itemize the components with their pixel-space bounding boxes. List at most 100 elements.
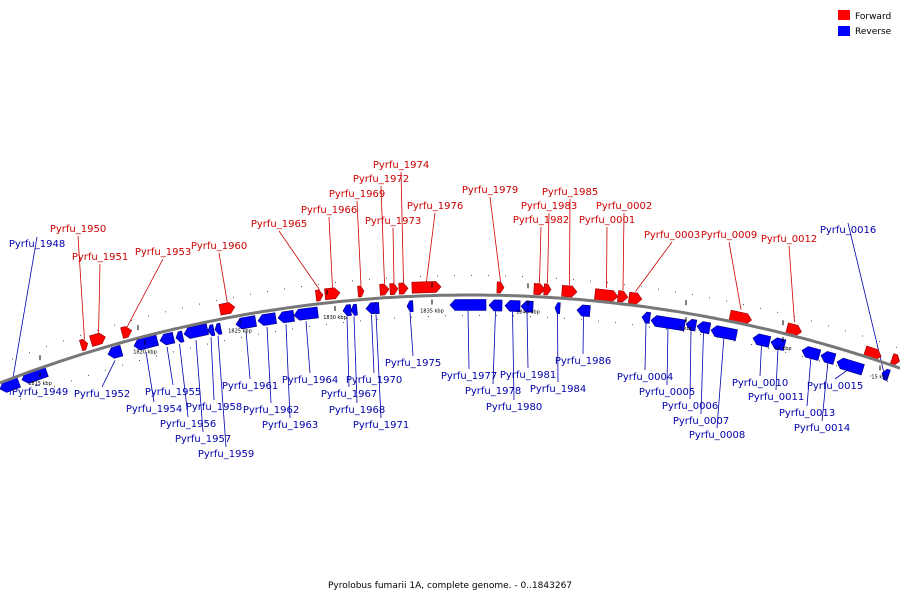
gene-leader bbox=[806, 356, 812, 407]
gene-label: Pyrfu_1971 bbox=[353, 420, 409, 431]
gene-arrow-shape bbox=[78, 338, 89, 352]
legend-reverse-swatch bbox=[838, 26, 850, 36]
gene-label: Pyrfu_0001 bbox=[579, 215, 635, 226]
strand-dot bbox=[63, 340, 64, 342]
gene-arrow-shape bbox=[379, 283, 390, 296]
gene-arrow-shape bbox=[235, 315, 257, 330]
strand-dot bbox=[590, 280, 591, 282]
gene-label: Pyrfu_1970 bbox=[346, 375, 402, 386]
strand-dot bbox=[496, 315, 497, 317]
strand-dot bbox=[139, 360, 140, 361]
gene-arrow-shape bbox=[372, 302, 380, 314]
gene-label: Pyrfu_1950 bbox=[50, 224, 106, 235]
gene-leader bbox=[547, 212, 550, 284]
gene-label: Pyrfu_0007 bbox=[673, 416, 729, 427]
gene-label: Pyrfu_1983 bbox=[521, 201, 577, 212]
gene-leader bbox=[98, 263, 101, 336]
gene-label: Pyrfu_0016 bbox=[820, 225, 876, 236]
strand-dot bbox=[658, 288, 659, 290]
gene-leader bbox=[759, 344, 762, 377]
gene-leader bbox=[728, 241, 742, 310]
gene-arrow bbox=[533, 283, 546, 296]
strand-dot bbox=[369, 278, 370, 280]
gene-arrow-shape bbox=[627, 291, 643, 305]
gene-label: Pyrfu_1977 bbox=[441, 371, 497, 382]
gene-leader bbox=[788, 245, 795, 323]
gene-arrow-shape bbox=[315, 289, 324, 302]
gene-arrow bbox=[342, 304, 352, 317]
strand-dot bbox=[292, 328, 293, 330]
scale-tick-label: 1820 kbp bbox=[133, 349, 157, 355]
strand-dot bbox=[598, 320, 599, 322]
gene-arrow-shape bbox=[411, 281, 442, 294]
gene-label: Pyrfu_1974 bbox=[373, 160, 429, 171]
strand-dot bbox=[564, 317, 565, 319]
gene-arrows bbox=[0, 281, 900, 393]
strand-dot bbox=[190, 347, 191, 349]
gene-label: Pyrfu_0014 bbox=[794, 423, 850, 434]
gene-arrow-shape bbox=[801, 346, 822, 361]
gene-arrow bbox=[324, 287, 341, 301]
gene-arrow-shape bbox=[554, 302, 561, 315]
gene-label: Pyrfu_1978 bbox=[465, 386, 521, 397]
gene-leader bbox=[278, 230, 320, 290]
gene-arrow bbox=[372, 302, 380, 314]
gene-leader bbox=[635, 241, 673, 292]
gene-arrow bbox=[350, 303, 358, 316]
tick-dots bbox=[12, 275, 897, 400]
gene-label: Pyrfu_1949 bbox=[12, 387, 68, 398]
gene-label: Pyrfu_1967 bbox=[321, 389, 377, 400]
gene-arrow bbox=[379, 283, 390, 296]
strand-dot bbox=[420, 276, 421, 277]
gene-label: Pyrfu_1952 bbox=[74, 389, 130, 400]
gene-arrow-shape bbox=[120, 326, 133, 339]
gene-label: Pyrfu_1985 bbox=[542, 187, 598, 198]
gene-arrow-shape bbox=[257, 312, 277, 326]
strand-dot bbox=[547, 316, 548, 318]
gene-arrow-shape bbox=[820, 351, 837, 365]
gene-label: Pyrfu_1969 bbox=[329, 189, 385, 200]
gene-labels: Pyrfu_1948 Pyrfu_1949 Pyrfu_1950 Pyrfu_1951… bbox=[9, 160, 876, 460]
strand-dot bbox=[802, 356, 803, 357]
gene-label: Pyrfu_0003 bbox=[644, 230, 700, 241]
gene-arrow bbox=[889, 353, 900, 366]
scale-tick-label: 5 kbp bbox=[679, 326, 693, 332]
gene-label: Pyrfu_0015 bbox=[807, 381, 863, 392]
gene-leader bbox=[539, 226, 542, 283]
gene-arrow-shape bbox=[218, 302, 236, 316]
gene-leader bbox=[346, 316, 350, 388]
gene-label: Pyrfu_1966 bbox=[301, 205, 357, 216]
gene-leader bbox=[426, 212, 436, 282]
gene-leader bbox=[582, 315, 584, 355]
gene-label: Pyrfu_1962 bbox=[243, 405, 299, 416]
gene-arrow bbox=[685, 319, 698, 332]
scale-tick-label: 15 kbp bbox=[871, 374, 888, 380]
gene-label: Pyrfu_0004 bbox=[617, 372, 673, 383]
strand-dot bbox=[267, 290, 268, 292]
gene-arrow-shape bbox=[350, 303, 358, 316]
gene-arrow bbox=[696, 321, 712, 335]
strand-dot bbox=[811, 320, 812, 322]
strand-dot bbox=[386, 277, 387, 279]
gene-label: Pyrfu_1979 bbox=[462, 185, 518, 196]
gene-leader bbox=[821, 361, 829, 422]
gene-label: Pyrfu_1965 bbox=[251, 219, 307, 230]
strand-dot bbox=[182, 307, 183, 309]
gene-arrow-shape bbox=[650, 315, 686, 332]
strand-dot bbox=[513, 315, 514, 317]
gene-leader bbox=[266, 326, 272, 404]
strand-dot bbox=[343, 322, 344, 323]
gene-arrow-shape bbox=[488, 299, 503, 312]
gene-leader bbox=[34, 384, 41, 387]
gene-arrow-shape bbox=[389, 283, 399, 296]
strand-dot bbox=[88, 374, 89, 376]
gene-arrow bbox=[801, 346, 822, 361]
strand-dot bbox=[887, 381, 888, 382]
gene-arrow bbox=[881, 368, 891, 382]
gene-leader bbox=[700, 332, 704, 415]
strand-dot bbox=[768, 347, 769, 349]
gene-leader bbox=[126, 258, 164, 328]
gene-leader bbox=[409, 312, 414, 357]
legend-forward-swatch bbox=[838, 10, 850, 20]
gene-leader bbox=[716, 336, 725, 429]
